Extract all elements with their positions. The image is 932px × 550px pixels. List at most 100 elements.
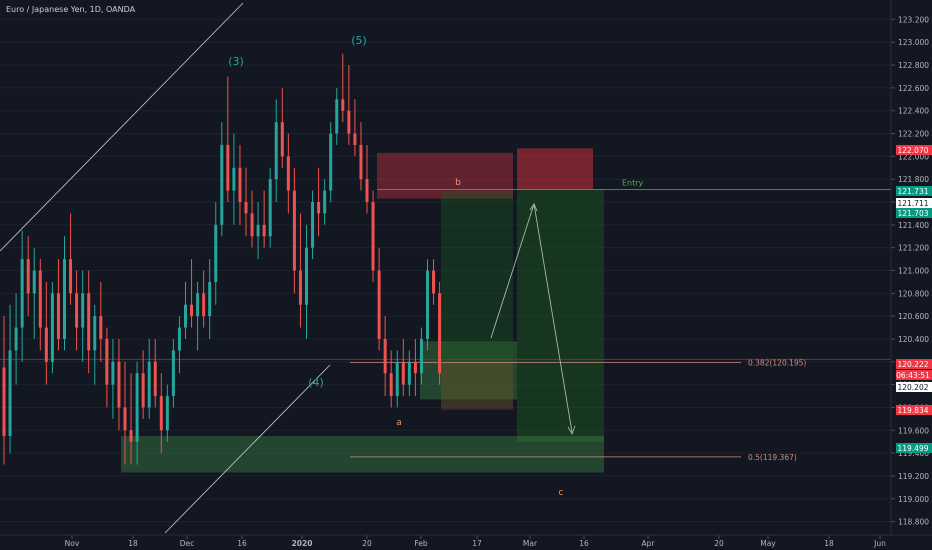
- candle-body[interactable]: [32, 270, 36, 294]
- candle-body[interactable]: [2, 367, 6, 436]
- candle-body[interactable]: [426, 270, 429, 339]
- zone-box[interactable]: [420, 341, 517, 400]
- candle-body[interactable]: [159, 396, 163, 431]
- x-tick-label: Apr: [642, 539, 656, 548]
- candle-body[interactable]: [44, 327, 48, 362]
- price-tag: [896, 405, 932, 415]
- zone-box[interactable]: [517, 189, 604, 442]
- candle-body[interactable]: [413, 361, 417, 374]
- candle-body[interactable]: [341, 99, 345, 111]
- candle-body[interactable]: [407, 361, 411, 385]
- candle-body[interactable]: [14, 327, 18, 351]
- candle-body[interactable]: [347, 110, 351, 134]
- candle-body[interactable]: [395, 361, 399, 397]
- candle-body[interactable]: [250, 213, 254, 237]
- candle-body[interactable]: [438, 293, 442, 374]
- candle-body[interactable]: [93, 316, 97, 351]
- candle-body[interactable]: [419, 338, 423, 374]
- candle-body[interactable]: [190, 304, 194, 317]
- chart-title: Euro / Japanese Yen, 1D, OANDA: [6, 5, 136, 14]
- candle-body[interactable]: [377, 270, 381, 339]
- candle-body[interactable]: [220, 144, 224, 225]
- candle-body[interactable]: [329, 133, 333, 191]
- candle-body[interactable]: [117, 361, 121, 408]
- candle-body[interactable]: [8, 350, 12, 436]
- candle-body[interactable]: [81, 293, 85, 328]
- candle-body[interactable]: [274, 122, 278, 180]
- zone-box[interactable]: [121, 435, 604, 473]
- candle-body[interactable]: [123, 407, 127, 431]
- candle-body[interactable]: [165, 396, 169, 431]
- candle-body[interactable]: [50, 293, 54, 362]
- candle-body[interactable]: [69, 259, 73, 294]
- candle-body[interactable]: [202, 293, 206, 317]
- candle-body[interactable]: [226, 144, 230, 191]
- candle-body[interactable]: [383, 338, 387, 374]
- y-tick-label: 122.200: [898, 130, 929, 139]
- y-tick-label: 122.400: [898, 107, 929, 116]
- candle-body[interactable]: [401, 361, 405, 385]
- fib-05-label: 0.5(119.367): [748, 453, 797, 462]
- candle-body[interactable]: [432, 270, 436, 294]
- price-tag: [896, 208, 932, 218]
- candle-body[interactable]: [105, 338, 109, 385]
- candle-body[interactable]: [196, 293, 200, 317]
- candle-body[interactable]: [286, 156, 290, 191]
- candle-body[interactable]: [135, 373, 139, 442]
- y-tick-label: 121.800: [898, 175, 929, 184]
- candle-body[interactable]: [359, 144, 363, 180]
- zone-box[interactable]: [517, 148, 593, 190]
- candle-body[interactable]: [335, 99, 339, 134]
- trend-line-upper[interactable]: [0, 2, 244, 252]
- candle-body[interactable]: [232, 167, 236, 191]
- candle-body[interactable]: [268, 179, 272, 237]
- price-tag-label: 122.070: [897, 146, 928, 155]
- candle-body[interactable]: [371, 202, 375, 271]
- zone-box[interactable]: [441, 190, 513, 408]
- zone-box[interactable]: [441, 361, 513, 410]
- candle-body[interactable]: [262, 224, 266, 237]
- candle-body[interactable]: [323, 190, 327, 214]
- candle-body[interactable]: [141, 373, 145, 408]
- price-tag: [896, 198, 932, 208]
- price-tag: [896, 359, 932, 369]
- candle-body[interactable]: [317, 202, 321, 214]
- candle-body[interactable]: [99, 316, 103, 339]
- x-tick-label: 20: [714, 539, 724, 548]
- candle-body[interactable]: [292, 190, 296, 271]
- candle-body[interactable]: [256, 224, 260, 237]
- candle-body[interactable]: [244, 202, 248, 214]
- candle-body[interactable]: [153, 361, 157, 397]
- candle-body[interactable]: [26, 259, 30, 294]
- candle-body[interactable]: [208, 281, 212, 317]
- candle-body[interactable]: [111, 361, 115, 385]
- candle-body[interactable]: [214, 224, 218, 282]
- candle-body[interactable]: [87, 293, 91, 351]
- candle-body[interactable]: [298, 270, 302, 305]
- candle-body[interactable]: [75, 293, 79, 328]
- arrowhead-down-icon: [567, 425, 576, 436]
- candle-body[interactable]: [147, 361, 151, 408]
- candle-body[interactable]: [171, 350, 175, 397]
- trend-line-lower[interactable]: [164, 364, 331, 534]
- candle-body[interactable]: [20, 259, 24, 328]
- candle-body[interactable]: [353, 133, 357, 145]
- candle-body[interactable]: [38, 270, 42, 328]
- candle-body[interactable]: [63, 259, 66, 339]
- candle-body[interactable]: [389, 373, 393, 397]
- price-tag: [896, 443, 932, 453]
- candle-body[interactable]: [305, 247, 308, 305]
- candle-body[interactable]: [365, 179, 369, 203]
- candle-body[interactable]: [56, 293, 60, 339]
- zone-box[interactable]: [377, 152, 513, 199]
- x-tick-label: 18: [824, 539, 834, 548]
- candle-body[interactable]: [280, 122, 284, 157]
- candle-body[interactable]: [129, 430, 133, 442]
- x-tick-label: Jun: [873, 539, 886, 548]
- candle-body[interactable]: [184, 304, 187, 328]
- candle-body[interactable]: [238, 167, 242, 203]
- candle-body[interactable]: [311, 202, 315, 248]
- price-tag-label: 06:43:51: [896, 371, 930, 380]
- candle-body[interactable]: [177, 327, 181, 351]
